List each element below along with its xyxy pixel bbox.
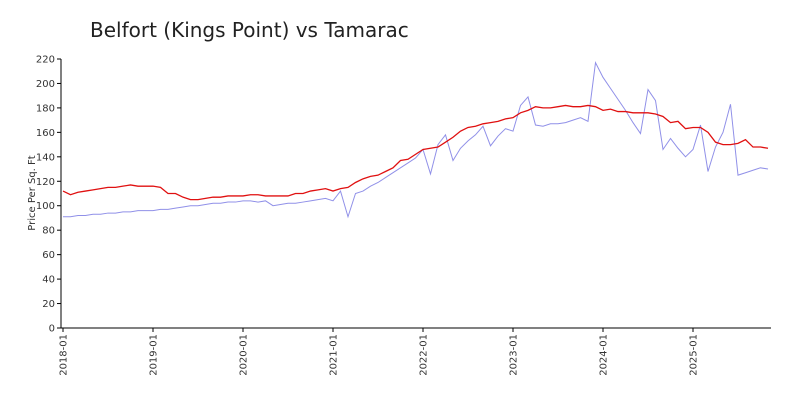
y-tick-label: 40 [42, 275, 55, 286]
x-tick-label: 2020-01 [239, 334, 250, 376]
y-tick-label: 100 [36, 201, 55, 212]
y-tick-label: 20 [42, 299, 55, 310]
series-line [63, 61, 769, 219]
x-tick-label: 2021-01 [329, 334, 340, 376]
series-line [62, 104, 769, 201]
x-tick-label: 2018-01 [59, 334, 70, 376]
y-tick-label: 160 [36, 128, 55, 139]
y-tick-label: 200 [36, 79, 55, 90]
chart-title: Belfort (Kings Point) vs Tamarac [90, 18, 409, 42]
x-tick-label: 2022-01 [419, 334, 430, 376]
y-tick-label: 120 [36, 177, 55, 188]
x-tick-label: 2025-01 [689, 334, 700, 376]
y-tick-label: 220 [36, 55, 55, 66]
y-axis-label: Price Per Sq. Ft [27, 155, 38, 230]
y-tick-label: 180 [36, 103, 55, 114]
y-tick-label: 80 [42, 226, 55, 237]
x-tick-label: 2019-01 [149, 334, 160, 376]
y-tick-label: 60 [42, 250, 55, 261]
y-tick-label: 0 [49, 324, 55, 335]
x-tick-label: 2024-01 [599, 334, 610, 376]
x-tick-label: 2023-01 [509, 334, 520, 376]
y-tick-label: 140 [36, 152, 55, 163]
